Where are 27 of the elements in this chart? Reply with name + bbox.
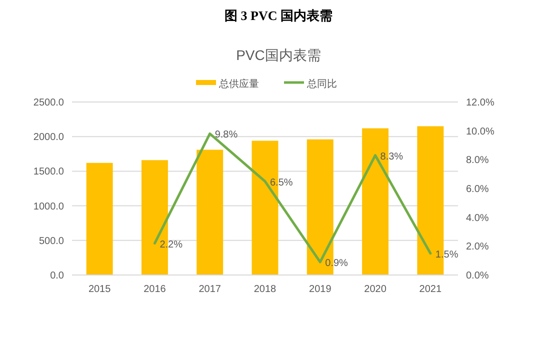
y-tick-label: 2500.0 <box>33 98 64 108</box>
y-tick-label: 1000.0 <box>33 201 64 212</box>
y2-tick-label: 6.0% <box>466 184 489 195</box>
x-tick-label: 2021 <box>419 284 442 295</box>
chart-subtitle: PVC国内表需 <box>236 47 321 63</box>
x-tick-label: 2017 <box>198 284 222 295</box>
bar <box>86 162 113 275</box>
y2-tick-label: 10.0% <box>466 126 494 138</box>
y-tick-label: 0.0 <box>50 270 64 282</box>
y-tick-label: 2000.0 <box>33 132 64 144</box>
y2-tick-label: 8.0% <box>466 155 489 166</box>
y2-tick-label: 2.0% <box>466 242 489 253</box>
x-tick-label: 2019 <box>309 284 332 295</box>
data-label: 9.8% <box>214 130 238 141</box>
x-tick-label: 2015 <box>88 284 112 295</box>
y2-tick-label: 12.0% <box>466 98 494 108</box>
y-tick-label: 500.0 <box>38 236 64 247</box>
y-tick-label: 1500.0 <box>33 166 64 178</box>
bar <box>196 150 224 275</box>
chart-title: 图 3 PVC 国内表需 <box>224 8 332 23</box>
x-tick-label: 2016 <box>144 284 166 295</box>
x-tick-label: 2020 <box>364 284 387 295</box>
y2-tick-label: 4.0% <box>466 212 489 224</box>
y2-tick-label: 0.0% <box>466 270 489 282</box>
legend-label: 总同比 <box>306 78 337 90</box>
x-tick-label: 2018 <box>254 284 277 295</box>
legend-label: 总供应量 <box>218 78 259 90</box>
